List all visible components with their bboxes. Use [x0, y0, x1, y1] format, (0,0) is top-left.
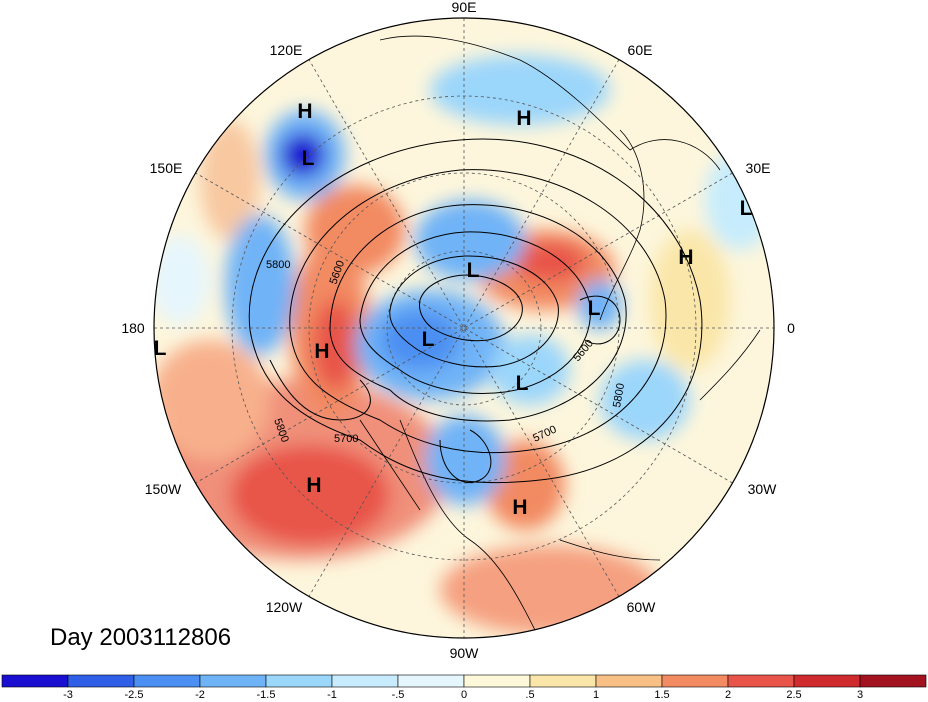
colorbar-tick-label: -.5 [392, 689, 405, 701]
grid-lines [154, 18, 774, 638]
colorbar-tick-label: 0 [461, 689, 467, 701]
colorbar-swatch [529, 674, 597, 688]
colorbar-swatch [1, 674, 69, 688]
height-contours [248, 138, 703, 484]
pressure-center: H [512, 496, 527, 519]
longitude-labels: 90E 60E 30E 0 30W 60W 90W 120W 150W 180 … [121, 0, 795, 661]
pressure-center: L [467, 259, 480, 282]
coastlines [359, 35, 761, 638]
colorbar-tick-label: .5 [525, 689, 534, 701]
colorbar-tick-label: -1 [327, 689, 337, 701]
colorbar-tick-label: 2 [725, 689, 731, 701]
longitude-label: 150W [145, 481, 182, 497]
longitude-label: 30W [748, 481, 778, 497]
pressure-center: L [516, 372, 529, 395]
longitude-label: 150E [150, 160, 183, 176]
colorbar-swatch [199, 674, 267, 688]
pressure-center: L [154, 337, 167, 360]
colorbar-swatch [67, 674, 135, 688]
colorbar-swatch [331, 674, 399, 688]
longitude-label: 120E [270, 42, 303, 58]
colorbar-swatch [661, 674, 729, 688]
pressure-center: L [588, 297, 601, 320]
pressure-center: H [306, 474, 321, 497]
longitude-label: 120W [266, 599, 303, 615]
colorbar-tick-label: -1.5 [257, 689, 276, 701]
pressure-center: H [678, 246, 693, 269]
colorbar-swatch [793, 674, 861, 688]
pressure-center: H [297, 100, 312, 123]
longitude-label: 90W [450, 645, 480, 661]
colorbar-tick-label: 2.5 [786, 689, 801, 701]
colorbar-swatch [397, 674, 465, 688]
longitude-label: 90E [452, 0, 477, 15]
contour-label: 5700 [334, 433, 358, 445]
colorbar-swatch [463, 674, 531, 688]
pressure-center: L [422, 328, 435, 351]
colorbar-tick-label: -2.5 [125, 689, 144, 701]
longitude-label: 30E [746, 160, 771, 176]
pressure-center: L [302, 147, 315, 170]
colorbar-swatch [133, 674, 201, 688]
contour-label: 5800 [266, 259, 290, 271]
contour-label: 5800 [611, 382, 627, 408]
pressure-center: H [314, 340, 329, 363]
longitude-label: 180 [121, 320, 145, 336]
colorbar-swatch [265, 674, 333, 688]
page-title: Day 2003112806 [50, 624, 231, 651]
pressure-center: H [516, 107, 531, 130]
map-boundary [153, 17, 775, 639]
pressure-centers: H L H L H L L L L H L H H [154, 100, 753, 519]
colorbar-tick-label: -3 [63, 689, 73, 701]
longitude-label: 60E [628, 42, 653, 58]
colorbar-tick-label: 1 [593, 689, 599, 701]
colorbar-tick-label: -2 [195, 689, 205, 701]
anomaly-shading [154, 18, 774, 638]
colorbar-tick-label: 3 [857, 689, 863, 701]
colorbar-tick-label: 1.5 [654, 689, 669, 701]
colorbar: -3 -2.5 -2 -1.5 -1 -.5 0 .5 1 1.5 2 2.5 3 [1, 674, 927, 701]
longitude-label: 0 [787, 320, 795, 336]
pressure-center: L [740, 197, 753, 220]
colorbar-swatch [595, 674, 663, 688]
longitude-label: 60W [627, 599, 657, 615]
colorbar-swatch [727, 674, 795, 688]
colorbar-swatch [859, 674, 927, 688]
